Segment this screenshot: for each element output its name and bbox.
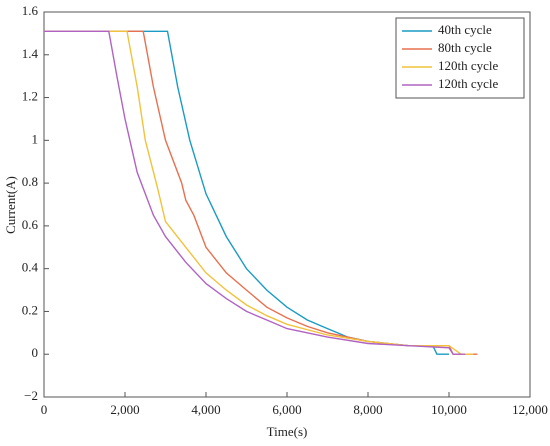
y-tick-label: 1	[32, 131, 39, 146]
x-tick-label: 2,000	[110, 402, 139, 417]
y-tick-label: −2	[24, 388, 38, 403]
x-tick-label: 4,000	[191, 402, 220, 417]
x-tick-label: 10,000	[431, 402, 467, 417]
y-axis-label: Current(A)	[3, 176, 18, 234]
x-axis-label: Time(s)	[267, 424, 308, 439]
y-tick-label: 0	[32, 345, 39, 360]
x-tick-label: 12,000	[512, 402, 548, 417]
x-tick-label: 6,000	[272, 402, 301, 417]
series-line	[44, 30, 466, 355]
y-tick-label: 0.4	[22, 260, 39, 275]
y-tick-label: 0.2	[22, 302, 38, 317]
x-tick-label: 0	[41, 402, 48, 417]
legend-label: 120th cycle	[438, 58, 499, 73]
y-tick-label: 1.6	[22, 3, 39, 18]
y-tick-label: 1.4	[22, 46, 39, 61]
legend-label: 80th cycle	[438, 40, 492, 55]
x-tick-label: 8,000	[353, 402, 382, 417]
legend-label: 40th cycle	[438, 22, 492, 37]
legend-label: 120th cycle	[438, 76, 499, 91]
y-tick-label: 0.8	[22, 174, 38, 189]
y-tick-label: 1.2	[22, 89, 38, 104]
y-tick-label: 0.6	[22, 217, 39, 232]
